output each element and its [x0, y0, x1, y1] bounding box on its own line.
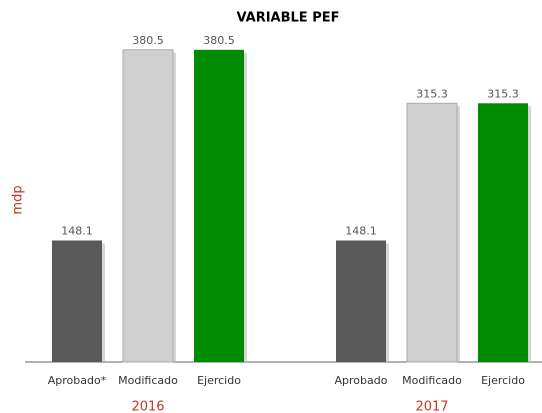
x-tick-label: Modificado	[118, 374, 178, 387]
x-tick-label: Modificado	[402, 374, 462, 387]
bar	[336, 240, 386, 362]
bar	[406, 102, 458, 363]
value-label: 380.5	[132, 34, 164, 47]
x-tick-label: Aprobado*	[48, 374, 107, 387]
value-label: 148.1	[345, 224, 377, 237]
value-label: 315.3	[416, 87, 448, 100]
bar	[52, 240, 102, 362]
x-tick-label: Aprobado	[335, 374, 388, 387]
x-tick-label: Ejercido	[481, 374, 525, 387]
y-axis-label: mdp	[11, 185, 26, 214]
bar	[122, 49, 174, 363]
group-label: 2016	[131, 400, 164, 413]
bar	[478, 103, 528, 363]
value-label: 315.3	[487, 87, 519, 100]
bar	[194, 49, 244, 363]
x-tick-label: Ejercido	[197, 374, 241, 387]
chart-title: VARIABLE PEF	[236, 11, 339, 26]
group-label: 2017	[415, 400, 448, 413]
value-label: 380.5	[203, 34, 235, 47]
value-label: 148.1	[61, 224, 93, 237]
